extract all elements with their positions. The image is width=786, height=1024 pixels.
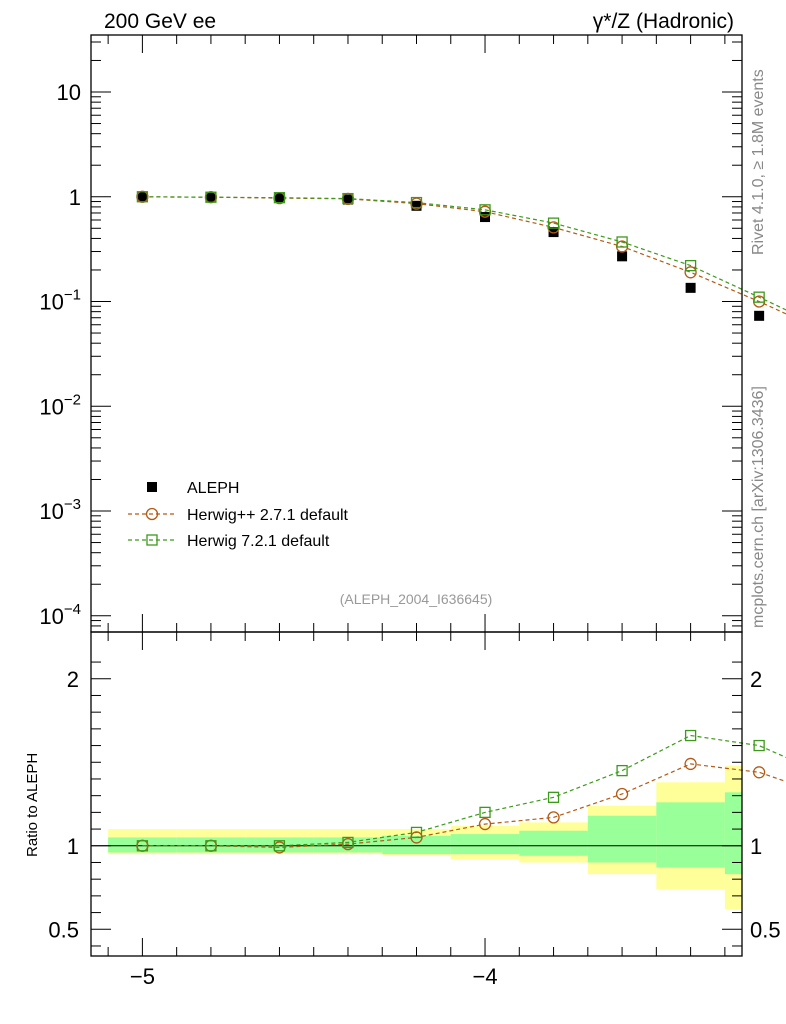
ratio-uncertainty-bands [108, 765, 742, 910]
data-point-square [547, 217, 560, 229]
ratio-y-tick-label-left: 0.5 [48, 917, 79, 942]
ratio-band-stat [450, 834, 520, 855]
ratio-point-square [616, 764, 628, 777]
y-tick-label: 10 [57, 80, 81, 105]
data-point-data [137, 191, 148, 202]
data-point-data [754, 310, 765, 321]
data-point-square [273, 192, 286, 204]
ratio-series-lines [142, 734, 786, 849]
ratio-line-circle [142, 763, 786, 849]
legend-marker-data [147, 482, 157, 492]
data-point-data [548, 227, 559, 238]
data-point-square [684, 259, 697, 272]
ratio-point-circle [615, 787, 629, 801]
data-point-data [411, 200, 422, 211]
mcplots-label: mcplots.cern.ch [arXiv:1306.3436] [750, 386, 767, 628]
ratio-band-stat [519, 830, 588, 856]
y-tick-label: 10−2 [39, 391, 81, 419]
ratio-point-square [342, 836, 354, 849]
data-point-square [753, 291, 765, 303]
panel-frames [90, 34, 743, 957]
ratio-axis-ticks: 2 2 1 1 0.5 0.5 [48, 632, 781, 956]
ratio-point-square [479, 806, 491, 819]
legend: ALEPH Herwig++ 2.7.1 default Herwig 7.2.1 … [128, 480, 349, 550]
legend-label: Herwig 7.2.1 default [187, 533, 330, 550]
ratio-y-tick-label-right: 1 [750, 834, 762, 859]
ratio-y-tick-label-right: 2 [750, 667, 762, 692]
y-tick-label: 10−3 [39, 496, 81, 524]
x-tick-labels: −5−4−3 [130, 964, 498, 989]
data-point-square [342, 192, 354, 205]
data-point-square [410, 196, 423, 209]
ratio-y-tick-label-left: 1 [67, 834, 79, 859]
ratio-series-markers [136, 729, 766, 854]
ratio-point-square [273, 840, 286, 852]
ratio-point-circle [478, 817, 492, 831]
data-point-data [205, 192, 216, 203]
data-point-data [342, 194, 353, 205]
ratio-band-stat [108, 837, 177, 853]
y-tick-label: 10−4 [39, 601, 81, 629]
data-point-circle [684, 266, 697, 279]
data-point-data [274, 192, 285, 203]
ratio-point-square [136, 840, 149, 852]
data-point-square [616, 236, 628, 248]
header-right-title: γ*/Z (Hadronic) [593, 10, 734, 33]
x-tick-label: −5 [130, 964, 155, 989]
ratio-y-tick-label-left: 2 [67, 667, 79, 692]
header-left-title: 200 GeV ee [104, 10, 216, 33]
analysis-id-label: (ALEPH_2004_I636645) [340, 591, 493, 607]
legend-label: ALEPH [187, 480, 239, 497]
data-point-square [205, 191, 217, 203]
legend-marker-circle [145, 507, 159, 521]
ratio-point-square [205, 840, 217, 852]
ratio-point-circle [547, 811, 560, 824]
ratio-y-tick-label-right: 0.5 [750, 917, 781, 942]
ratio-band-stat [656, 802, 725, 868]
ratio-point-square [684, 729, 697, 742]
ratio-point-square [547, 791, 560, 803]
ratio-ylabel: Ratio to ALEPH [24, 753, 41, 857]
ratio-band-stat [724, 792, 742, 875]
data-point-data [685, 282, 696, 293]
ratio-band-stat [245, 837, 314, 853]
ratio-line-square [142, 734, 786, 847]
ratio-band-stat [313, 837, 383, 853]
legend-marker-square [146, 534, 158, 546]
ratio-point-square [753, 739, 765, 752]
ratio-frame [90, 631, 743, 957]
ratio-band-stat [587, 815, 657, 863]
ratio-point-circle [752, 766, 766, 779]
y-tick-label: 1 [69, 185, 81, 210]
y-tick-label: 10−1 [39, 287, 81, 315]
ratio-band-stat [176, 837, 246, 853]
data-point-data [617, 251, 628, 262]
x-tick-label: −4 [472, 964, 497, 989]
main-series-lines [142, 196, 786, 315]
legend-label: Herwig++ 2.7.1 default [187, 507, 349, 524]
ratio-band-stat [382, 835, 451, 855]
series-line-circle [142, 196, 786, 315]
data-point-square [136, 191, 149, 203]
data-point-square [479, 204, 491, 216]
main-series-markers [136, 190, 766, 321]
series-line-square [142, 196, 786, 311]
ratio-point-circle [684, 757, 697, 771]
ratio-point-square [410, 826, 423, 839]
rivet-label: Rivet 4.1.0, ≥ 1.8M events [750, 69, 767, 255]
main-axis-ticks: 10 1 10−1 10−2 10−3 10−4 [39, 35, 742, 632]
